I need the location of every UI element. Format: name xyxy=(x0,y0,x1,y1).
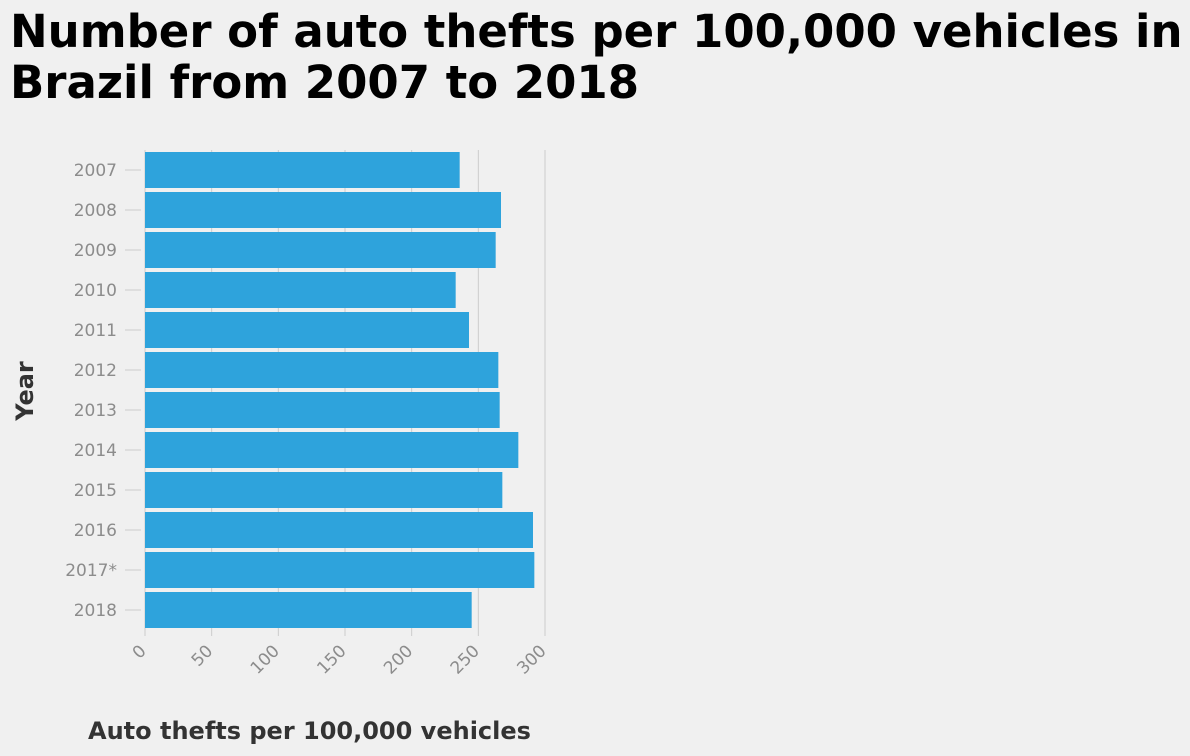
bar-2017 xyxy=(145,552,535,588)
bar-2011 xyxy=(145,312,469,348)
bar-2010 xyxy=(145,272,456,308)
y-tick-label: 2014 xyxy=(74,441,117,461)
y-tick-label: 2008 xyxy=(74,201,117,221)
bar-2008 xyxy=(145,192,501,228)
bar-2014 xyxy=(145,432,519,468)
bar-2009 xyxy=(145,232,496,268)
y-tick-label: 2012 xyxy=(74,361,117,381)
x-tick-label: 300 xyxy=(513,641,550,678)
bars xyxy=(145,152,535,628)
bar-2015 xyxy=(145,472,503,508)
y-axis-ticks: 2007 2008 2009 2010 2011 2012 2013 2014 2015 2016… xyxy=(65,161,141,621)
x-tick-label: 250 xyxy=(447,641,484,678)
bar-2013 xyxy=(145,392,500,428)
x-axis-ticks: 0 50 100 150 200 250 300 xyxy=(129,641,551,678)
y-tick-label: 2007 xyxy=(74,161,117,181)
x-tick-label: 200 xyxy=(380,641,417,678)
y-tick-label: 2016 xyxy=(74,521,117,541)
y-tick-label: 2010 xyxy=(74,281,117,301)
x-tick-label: 150 xyxy=(313,641,350,678)
y-tick-label: 2009 xyxy=(74,241,117,261)
y-tick-label: 2017* xyxy=(65,561,117,581)
bar-2016 xyxy=(145,512,533,548)
x-tick-label: 100 xyxy=(247,641,284,678)
y-axis-title: Year xyxy=(11,361,39,422)
y-tick-label: 2018 xyxy=(74,601,117,621)
x-tick-label: 0 xyxy=(129,641,151,663)
y-tick-label: 2011 xyxy=(74,321,117,341)
bar-2018 xyxy=(145,592,472,628)
chart-title: Number of auto thefts per 100,000 vehicl… xyxy=(10,5,1183,109)
bar-2007 xyxy=(145,152,460,188)
bar-2012 xyxy=(145,352,499,388)
x-tick-label: 50 xyxy=(188,641,217,670)
x-axis-title: Auto thefts per 100,000 vehicles xyxy=(88,717,531,745)
y-tick-label: 2015 xyxy=(74,481,117,501)
y-tick-label: 2013 xyxy=(74,401,117,421)
